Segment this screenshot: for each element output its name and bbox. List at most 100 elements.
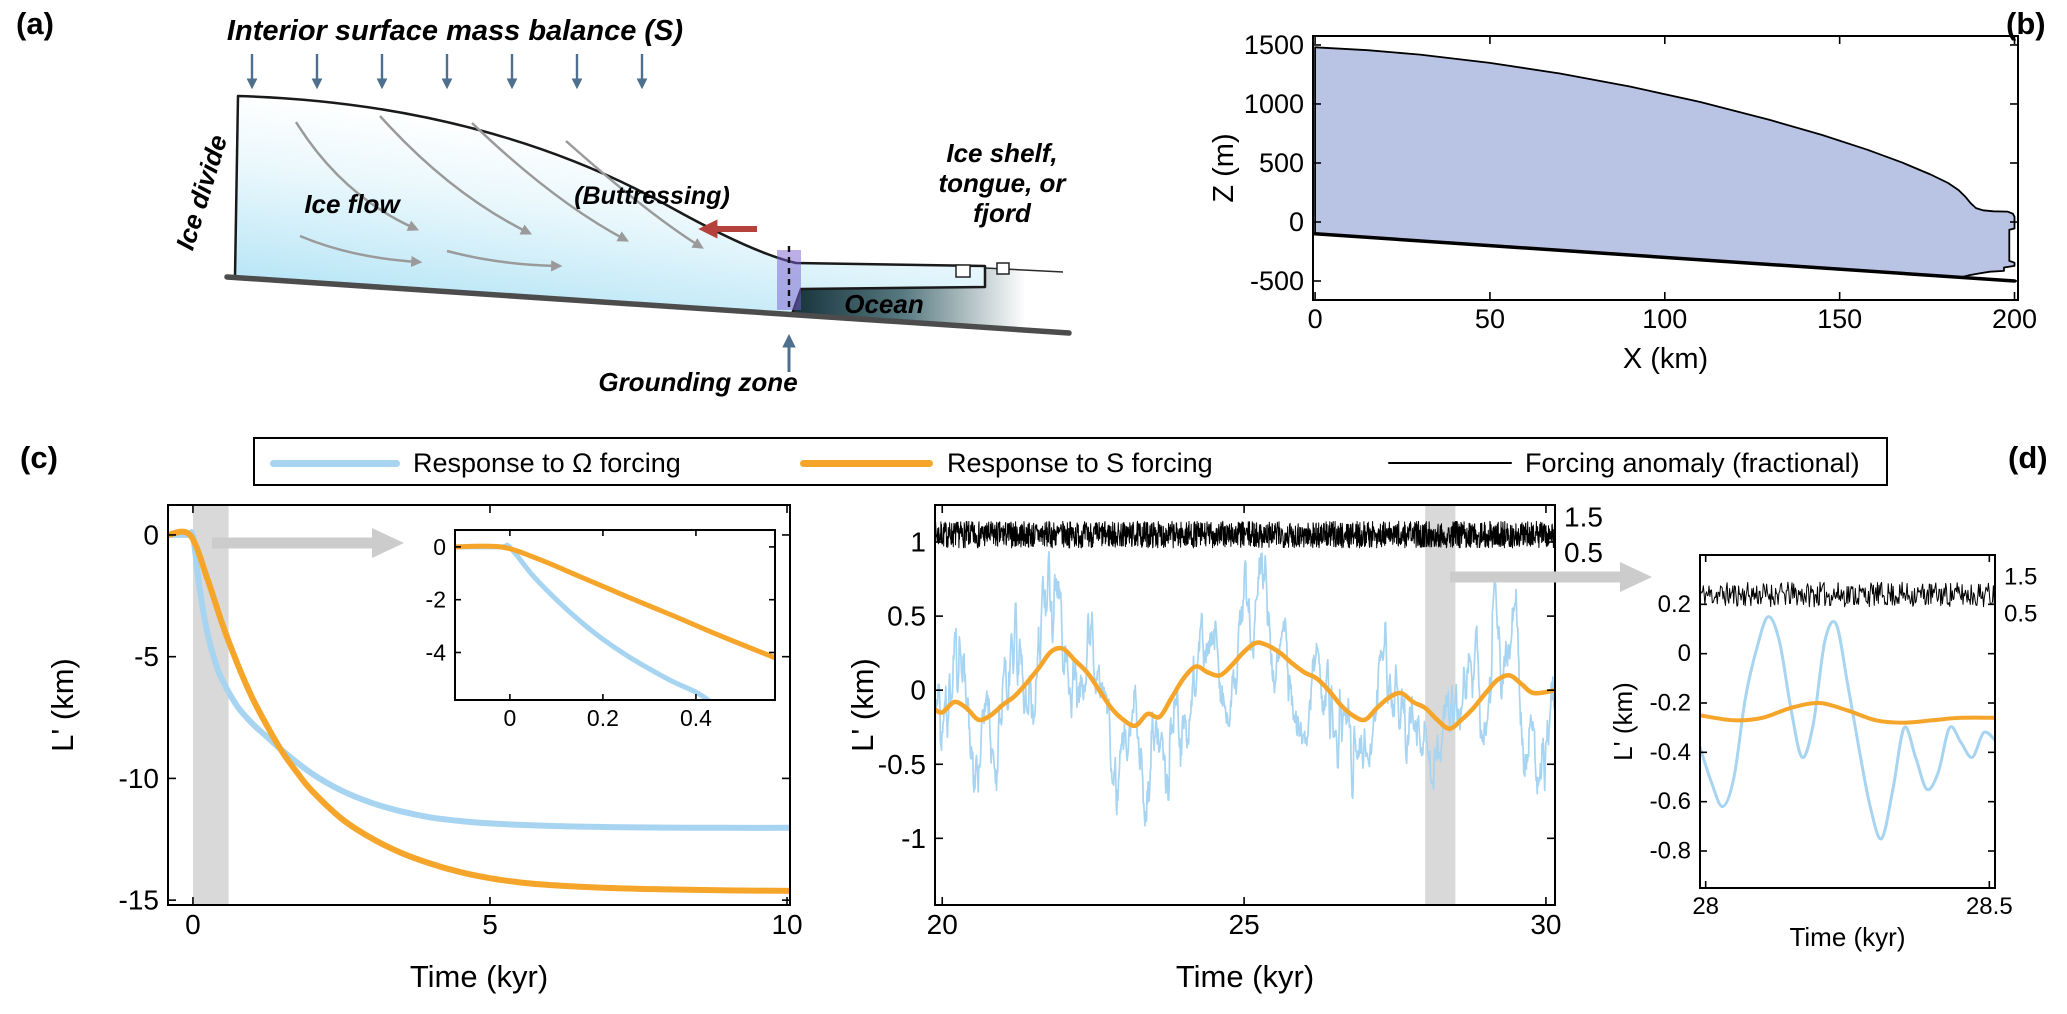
right-axis-tick-label: 1.5 xyxy=(2004,564,2037,591)
s-response xyxy=(935,640,1555,731)
legend-line-smb xyxy=(800,460,933,467)
panel-label-c: (c) xyxy=(20,440,58,475)
y-tick-label: 0 xyxy=(143,519,159,550)
bedrock xyxy=(1313,232,2017,283)
y-tick-label: -0.8 xyxy=(1650,838,1691,865)
forcing-anomaly xyxy=(935,520,1555,549)
axes-box xyxy=(167,504,791,906)
x-tick-label: 0.4 xyxy=(680,705,712,731)
y-tick-label: 0 xyxy=(1678,640,1691,667)
x-tick-label: 50 xyxy=(1475,304,1505,334)
step-response-chart: 0 5 10 0 -5 -10 -15 Time (kyr) L' (km) 0 0.2 0.4 0 -2… xyxy=(45,504,803,994)
panel-label-a: (a) xyxy=(16,6,54,41)
glacier-schematic: Interior surface mass balance (S) Ice di… xyxy=(170,15,1072,397)
y-tick-label: -0.6 xyxy=(1650,788,1691,815)
x-tick-label: 0 xyxy=(503,705,516,731)
legend-label-omega: Response to Ω forcing xyxy=(413,448,681,478)
ice-profile xyxy=(1314,46,2016,278)
omega-response xyxy=(935,551,1555,827)
y-tick-label: 0 xyxy=(910,675,926,706)
y-tick-label: 1 xyxy=(910,527,926,558)
ice-shelf-label-line2: tongue, or xyxy=(938,168,1067,198)
ice-flow-label: Ice flow xyxy=(304,189,401,219)
ice-shelf-label-line3: fjord xyxy=(973,198,1032,228)
x-tick-label: 150 xyxy=(1817,304,1862,334)
y-tick-label: 1000 xyxy=(1244,89,1304,119)
x-tick-label: 100 xyxy=(1642,304,1687,334)
chart-mid: 20 25 30 1 0.5 0 -0.5 -1 1.5 0.5 Time (kyr) L' (km) xyxy=(845,501,1603,994)
inset-background xyxy=(455,530,775,700)
s-response xyxy=(1700,700,1995,725)
y-tick-label: 0.2 xyxy=(1658,591,1691,618)
right-axis-tick-label: 1.5 xyxy=(1564,501,1603,532)
y-tick-label: -0.2 xyxy=(1650,690,1691,717)
y-tick-label: -0.5 xyxy=(878,749,926,780)
ocean-label: Ocean xyxy=(844,289,924,319)
ice-flow-arrows xyxy=(294,115,704,272)
x-tick-label: 5 xyxy=(482,909,498,940)
axes-box xyxy=(934,504,1556,906)
ice-shelf-label-line1: Ice shelf, xyxy=(946,138,1057,168)
x-tick-label: 28 xyxy=(1692,893,1719,920)
y-tick-label: -500 xyxy=(1250,266,1304,296)
grounding-zone-label: Grounding zone xyxy=(598,367,797,397)
x-tick-label: 20 xyxy=(927,909,958,940)
x-axis-label: Time (kyr) xyxy=(410,959,548,994)
fjord-marker-square xyxy=(955,264,971,278)
legend-line-forcing xyxy=(1388,462,1512,464)
y-tick-label: 0.5 xyxy=(887,601,926,632)
zoom-response-chart: 28 28.5 0.2 0 -0.2 -0.4 -0.6 -0.8 1.5 0.5 Time (ky… xyxy=(1608,554,2037,952)
x-tick-label: 0.2 xyxy=(587,705,619,731)
omega-response xyxy=(168,529,790,831)
y-tick-label: -4 xyxy=(426,639,447,665)
chart-c: 0 5 10 0 -5 -10 -15 Time (kyr) L' (km) xyxy=(45,504,803,994)
right-axis-tick-label: 0.5 xyxy=(1564,537,1603,568)
right-axis-tick-label: 0.5 xyxy=(2004,601,2037,628)
bedrock-line xyxy=(224,274,1072,336)
chart-c-inset: 0 0.2 0.4 0 -2 -4 xyxy=(426,529,776,731)
fjord-marker-square xyxy=(996,262,1010,275)
y-tick-label: -0.4 xyxy=(1650,739,1691,766)
y-tick-label: -10 xyxy=(119,763,159,794)
x-axis-label: X (km) xyxy=(1623,343,1708,375)
x-tick-label: 200 xyxy=(1992,304,2037,334)
stochastic-response-chart: 20 25 30 1 0.5 0 -0.5 -1 1.5 0.5 Time (kyr) L' (km) xyxy=(845,501,1603,994)
axes-box xyxy=(454,529,776,701)
legend-label-smb: Response to S forcing xyxy=(947,448,1213,478)
s-response xyxy=(455,543,775,661)
y-axis-label: L' (km) xyxy=(45,658,80,752)
s-response xyxy=(168,528,790,894)
y-axis-label: L' (km) xyxy=(1608,682,1638,761)
axes-box xyxy=(1699,554,1996,889)
y-tick-label: -5 xyxy=(134,641,159,672)
y-axis-label: Z (m) xyxy=(1208,133,1240,202)
chart-d: 28 28.5 0.2 0 -0.2 -0.4 -0.6 -0.8 1.5 0.5 Time (ky… xyxy=(1608,554,2037,952)
smb-arrows xyxy=(246,54,648,90)
x-tick-label: 30 xyxy=(1530,909,1561,940)
x-axis-label: Time (kyr) xyxy=(1789,922,1905,952)
y-tick-label: 500 xyxy=(1259,148,1304,178)
y-tick-label: 0 xyxy=(1289,207,1304,237)
x-axis-label: Time (kyr) xyxy=(1176,959,1314,994)
x-tick-label: 28.5 xyxy=(1966,893,2013,920)
legend-line-omega xyxy=(270,460,400,467)
y-tick-label: 0 xyxy=(433,534,446,560)
x-tick-label: 10 xyxy=(771,909,802,940)
y-tick-label: -2 xyxy=(426,587,446,613)
omega-response xyxy=(1700,615,1995,841)
y-tick-label: -15 xyxy=(119,885,159,916)
legend-label-forcing: Forcing anomaly (fractional) xyxy=(1525,448,1860,478)
smb-title: Interior surface mass balance (S) xyxy=(227,15,683,47)
y-tick-label: 1500 xyxy=(1244,30,1304,60)
x-tick-label: 25 xyxy=(1229,909,1260,940)
buttressing-label: (Buttressing) xyxy=(574,182,730,210)
forcing-anomaly xyxy=(1700,581,1995,608)
x-tick-label: 0 xyxy=(185,909,201,940)
y-axis-label: L' (km) xyxy=(845,658,880,752)
ice-divide-label: Ice divide xyxy=(170,131,233,253)
x-tick-label: 0 xyxy=(1308,304,1323,334)
panel-label-d: (d) xyxy=(2008,440,2048,475)
